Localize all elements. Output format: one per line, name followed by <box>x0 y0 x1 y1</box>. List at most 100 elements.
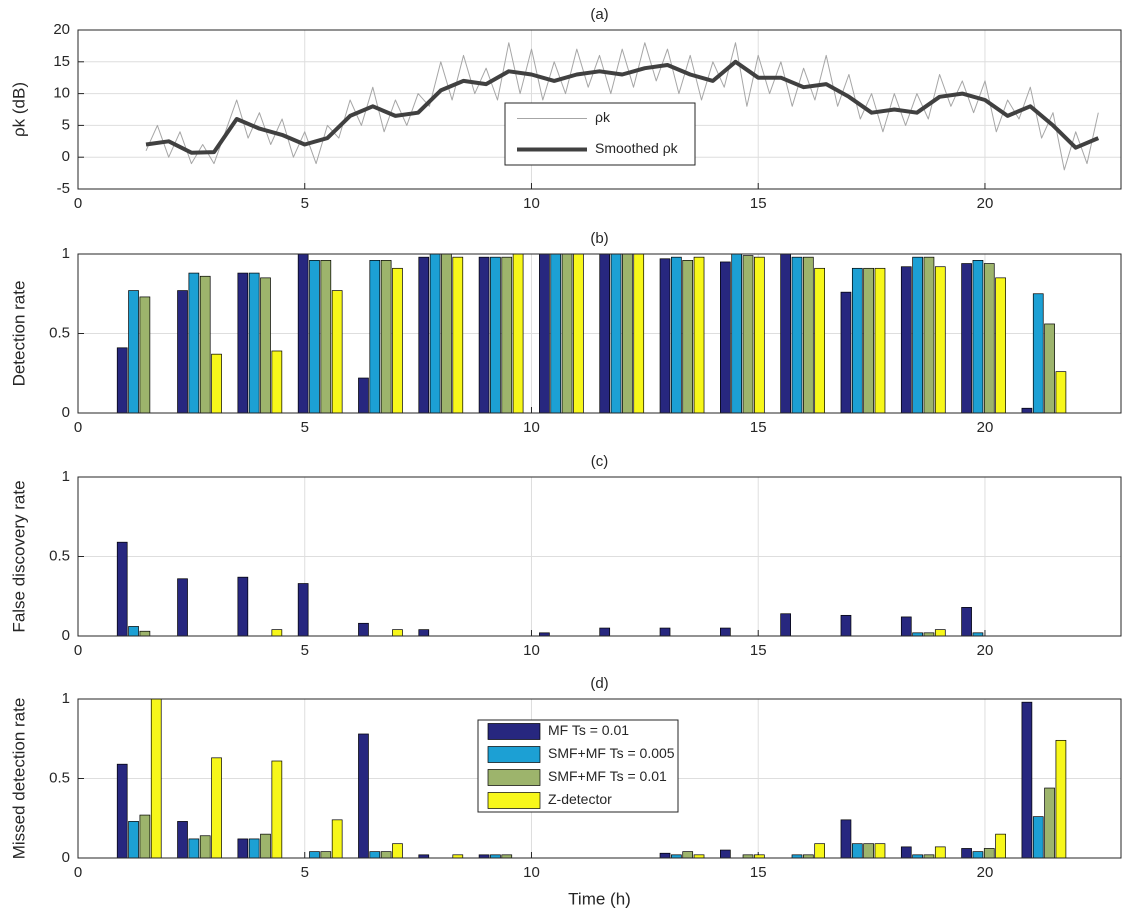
x-tick-label: 20 <box>977 642 994 659</box>
bar <box>1032 816 1044 859</box>
x-tick-label: 5 <box>301 195 309 212</box>
bar <box>139 630 151 637</box>
bar <box>961 607 972 637</box>
bar <box>720 849 731 859</box>
bar <box>934 266 946 414</box>
legend-label: ρk <box>595 109 611 125</box>
bar <box>780 253 791 414</box>
legend-label: MF Ts = 0.01 <box>548 722 629 738</box>
bar <box>1055 739 1067 859</box>
bar <box>983 848 995 859</box>
bar <box>1021 701 1033 859</box>
bar <box>659 852 671 859</box>
axes-box <box>77 29 1122 190</box>
y-tick-label: 0 <box>62 849 70 866</box>
bar <box>237 838 249 859</box>
bar <box>682 260 694 414</box>
bar <box>177 821 188 859</box>
bar <box>320 260 332 414</box>
x-tick-label: 10 <box>523 419 540 436</box>
bar <box>659 258 671 414</box>
legend-label: SMF+MF Ts = 0.005 <box>548 745 675 761</box>
bar <box>297 583 309 637</box>
bar <box>237 272 249 414</box>
bar <box>441 253 452 414</box>
bar <box>199 275 211 414</box>
bar <box>297 253 309 414</box>
legend: ρk Smoothed ρk <box>504 102 696 166</box>
panel-title: (a) <box>590 6 608 23</box>
bar <box>248 838 260 859</box>
y-tick-label: 20 <box>53 21 70 38</box>
bar <box>863 843 874 859</box>
bar <box>995 277 1006 414</box>
bar <box>260 277 271 414</box>
bar <box>720 627 731 637</box>
bar <box>271 760 283 859</box>
y-tick-label: 0 <box>62 627 70 644</box>
bar <box>128 626 139 637</box>
bar <box>369 851 381 859</box>
x-tick-label: 10 <box>523 642 540 659</box>
x-tick-label: 0 <box>74 419 82 436</box>
y-tick-label: 5 <box>62 116 70 133</box>
bar <box>754 256 765 414</box>
bar <box>177 578 188 637</box>
bar <box>358 377 369 414</box>
bar <box>573 253 584 414</box>
bar <box>512 253 524 414</box>
y-tick-label: 0.5 <box>49 769 70 786</box>
x-tick-label: 15 <box>750 195 767 212</box>
bar <box>802 256 814 414</box>
legend-swatch <box>487 723 541 740</box>
bar <box>934 846 946 859</box>
bar <box>392 629 403 637</box>
legend: MF Ts = 0.01 SMF+MF Ts = 0.005 SMF+MF Ts =… <box>477 719 679 813</box>
y-tick-label: 1 <box>62 468 70 485</box>
bar <box>452 256 464 414</box>
bar <box>116 541 128 637</box>
x-tick-label: 0 <box>74 864 82 881</box>
bar <box>874 267 886 414</box>
bar <box>851 267 863 414</box>
bar <box>814 843 826 859</box>
y-axis-label: False discovery rate <box>9 480 28 632</box>
bar <box>211 353 222 414</box>
line <box>145 59 1100 155</box>
bar <box>237 576 249 637</box>
bar <box>211 757 222 859</box>
bar <box>331 290 343 414</box>
bar <box>599 627 611 637</box>
bar <box>128 290 139 414</box>
legend-box <box>504 102 696 166</box>
bar <box>900 846 912 859</box>
bar <box>633 253 645 414</box>
x-tick-label: 10 <box>523 864 540 881</box>
x-tick-label: 20 <box>977 419 994 436</box>
bar <box>983 263 995 414</box>
bar <box>912 256 923 414</box>
panel-title: (d) <box>590 675 608 692</box>
bar <box>309 851 320 859</box>
bar <box>380 260 392 414</box>
bar <box>693 256 705 414</box>
x-tick-label: 5 <box>301 419 309 436</box>
bar <box>369 260 381 414</box>
bar <box>561 253 573 414</box>
bar <box>671 256 682 414</box>
legend-label: SMF+MF Ts = 0.01 <box>548 768 667 784</box>
bar <box>840 819 852 859</box>
bar <box>863 267 874 414</box>
y-axis-label: Detection rate <box>9 281 28 387</box>
bar <box>780 613 791 637</box>
axes-box <box>77 476 1122 637</box>
bar <box>840 291 852 414</box>
axes-box <box>77 698 1122 859</box>
bar <box>900 266 912 414</box>
legend-swatch <box>487 769 541 786</box>
bar <box>150 698 162 859</box>
panel-title: (b) <box>590 230 608 247</box>
bar <box>309 260 320 414</box>
bar <box>599 253 611 414</box>
bar <box>501 256 513 414</box>
